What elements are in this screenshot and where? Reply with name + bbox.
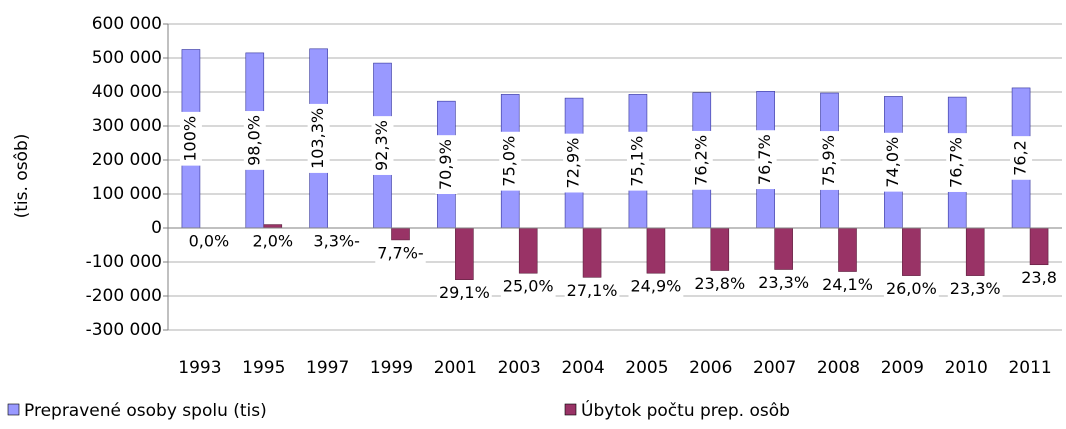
data-label-bg	[250, 232, 296, 252]
data-label: 7,7%-	[377, 243, 423, 262]
data-label-bg	[307, 103, 330, 173]
x-tick-label: 2011	[1008, 358, 1051, 378]
x-tick-label: 2007	[753, 358, 796, 378]
data-label-bg	[371, 116, 394, 175]
data-label: 75,1%	[627, 136, 646, 187]
data-label: 76,2%	[691, 135, 710, 186]
bar	[710, 227, 730, 271]
data-label-bg	[500, 277, 556, 298]
x-tick-label: 1999	[370, 358, 413, 378]
data-label-bg	[756, 273, 812, 294]
data-label-bg	[243, 111, 266, 170]
x-tick-label: 1997	[306, 358, 349, 378]
data-label: 100%	[180, 116, 199, 162]
bar	[838, 227, 857, 272]
data-label-bg	[692, 274, 748, 295]
data-label-bg	[818, 131, 841, 190]
bar	[965, 227, 985, 276]
data-label: 103,3%	[308, 108, 327, 169]
data-label-bg	[564, 281, 620, 302]
data-label-bg	[690, 130, 713, 190]
y-tick-label: -200 000	[86, 286, 162, 306]
data-label-bg	[436, 283, 492, 304]
data-label: 23,3%	[758, 273, 809, 292]
data-label-bg	[311, 232, 362, 252]
y-tick-label: 0	[151, 218, 162, 238]
legend-swatch	[7, 403, 20, 416]
x-tick-label: 1995	[242, 358, 285, 378]
x-tick-label: 2003	[498, 358, 541, 378]
legend-label: Prepravené osoby spolu (tis)	[24, 401, 267, 421]
legend-swatch	[564, 403, 577, 416]
data-label: 76,7%	[947, 137, 966, 188]
bar	[518, 227, 538, 274]
data-label-bg	[1019, 268, 1059, 289]
bar	[263, 224, 283, 229]
data-label: 76,7%	[755, 134, 774, 185]
bar	[1029, 227, 1049, 266]
x-tick-label: 2001	[434, 358, 477, 378]
y-tick-label: 100 000	[92, 184, 162, 204]
data-label-bg	[947, 279, 1003, 300]
data-label: 0,0%	[189, 232, 230, 251]
data-label-bg	[186, 232, 232, 252]
y-tick-label: 200 000	[92, 150, 162, 170]
x-tick-label: 2009	[881, 358, 924, 378]
data-label: 23,8	[1021, 268, 1057, 287]
data-label: 92,3%	[372, 120, 391, 171]
data-label: 29,1%	[439, 283, 490, 302]
data-label: 27,1%	[567, 281, 618, 300]
data-label: 3,3%-	[313, 232, 359, 251]
data-label-bg	[882, 132, 905, 192]
x-tick-label: 1993	[178, 358, 221, 378]
x-tick-label: 2005	[625, 358, 668, 378]
y-axis-label: (tis. osôb)	[12, 134, 32, 219]
data-label-bg	[883, 279, 939, 300]
x-tick-label: 2006	[689, 358, 732, 378]
data-label-bg	[626, 131, 649, 191]
data-label-bg	[435, 135, 458, 195]
data-label: 70,9%	[436, 139, 455, 190]
data-label: 24,1%	[822, 275, 873, 294]
data-label: 23,8%	[694, 274, 745, 293]
data-label-bg	[820, 275, 875, 296]
bar	[774, 227, 793, 270]
y-tick-label: 600 000	[92, 14, 162, 34]
data-label-bg	[563, 133, 586, 193]
data-label-bg	[946, 133, 969, 192]
data-label-bg	[1010, 136, 1033, 180]
y-tick-label: 500 000	[92, 48, 162, 68]
y-tick-label: -300 000	[86, 320, 162, 340]
data-label-bg	[499, 131, 522, 191]
data-label: 25,0%	[503, 277, 554, 296]
x-tick-label: 2004	[561, 358, 604, 378]
bar	[646, 227, 666, 274]
data-label: 75,9%	[819, 135, 838, 186]
y-tick-label: -100 000	[86, 252, 162, 272]
bar	[455, 227, 474, 280]
data-label-bg	[375, 243, 426, 264]
data-label: 76,2	[1011, 140, 1030, 176]
legend-label: Úbytok počtu prep. osôb	[581, 399, 790, 421]
data-label: 72,9%	[564, 138, 583, 189]
data-label-bg	[179, 111, 202, 166]
y-tick-label: 300 000	[92, 116, 162, 136]
data-label: 74,0%	[883, 137, 902, 188]
data-label: 75,0%	[500, 136, 519, 187]
data-label: 2,0%	[252, 232, 293, 251]
x-tick-label: 2008	[817, 358, 860, 378]
bar	[391, 227, 410, 241]
x-tick-label: 2010	[945, 358, 988, 378]
y-tick-label: 400 000	[92, 82, 162, 102]
bar	[582, 227, 602, 278]
data-label-bg	[754, 130, 777, 190]
data-label: 26,0%	[886, 279, 937, 298]
bar	[902, 227, 921, 276]
data-label: 24,9%	[631, 277, 682, 296]
data-label-bg	[628, 277, 684, 298]
data-label: 23,3%	[950, 279, 1001, 298]
data-label: 98,0%	[244, 115, 263, 166]
